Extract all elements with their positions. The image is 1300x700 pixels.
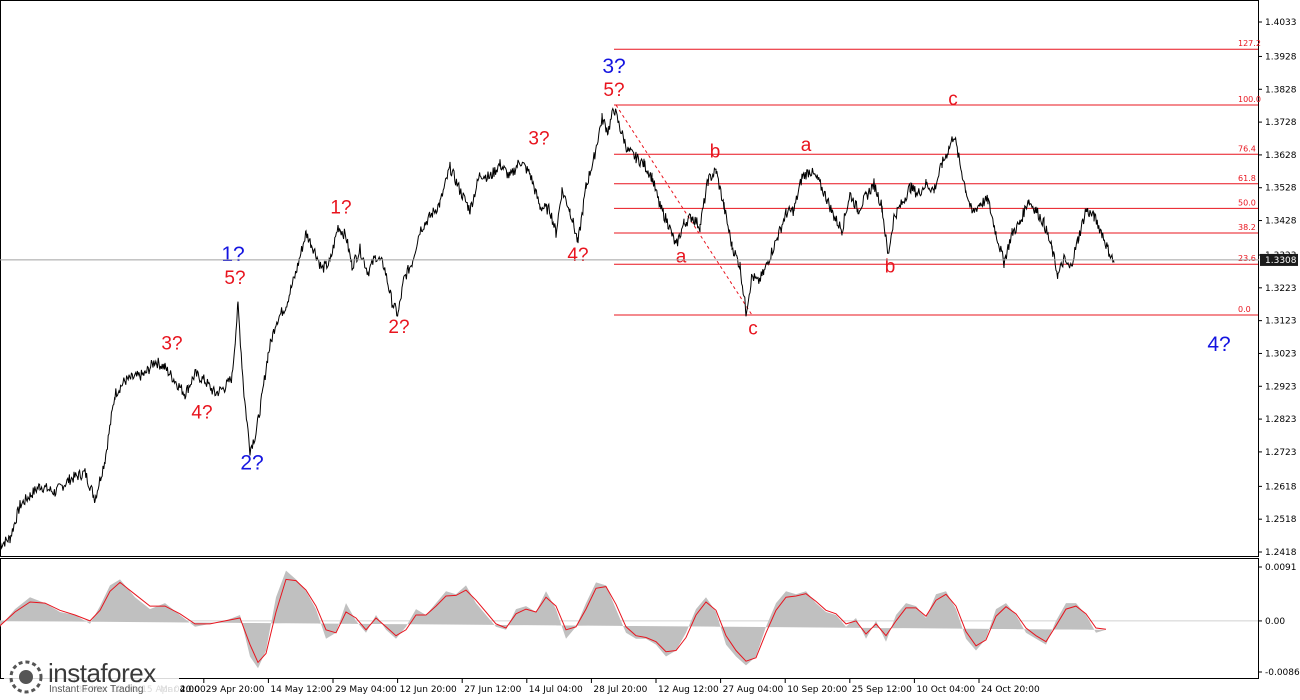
price-axis-label: 1.2723 [1265,448,1297,458]
watermark-brand: instaforex [48,658,156,688]
fib-level-label: 0.0 [1238,305,1251,314]
wave-label: 3? [528,128,549,149]
price-axis[interactable]: 1.4033 1.3928 1.3828 1.3728 1.3628 1.3528 1.34… [1258,18,1297,558]
price-axis-label: 1.4033 [1265,18,1297,28]
current-price-label: 1.3308 [1265,256,1297,266]
wave-label: c [948,89,958,110]
time-axis-label: 10 Sep 20:00 [787,685,847,695]
wave-label: b [885,256,896,277]
wave-label: 5? [224,268,245,289]
wave-label: 4? [567,245,588,266]
oscillator-axis-label: -0.00862 [1265,668,1300,678]
fib-trend-line [615,104,753,316]
time-axis-label: Mar 20:00 [160,685,206,695]
wave-label: 2? [388,317,409,338]
oscillator-series [0,570,1258,669]
main-pane-frame [0,0,1259,557]
fib-level-label: 61.8 [1238,174,1256,183]
price-line [0,107,1115,550]
fib-level-label: 100.0 [1238,95,1261,104]
instaforex-logo-icon [9,660,43,694]
price-axis-label: 1.3728 [1265,118,1297,128]
time-axis-label: 12 Jun 20:00 [400,685,457,695]
wave-label: c [748,319,758,340]
wave-label: 1? [330,197,351,218]
wave-label: 4? [1207,333,1230,356]
current-price-marker: 1.3308 [0,253,1298,266]
fib-level-label: 23.6 [1238,254,1256,263]
oscillator-histogram [0,570,1106,669]
instaforex-watermark: instaforex Instant Forex Trading [4,656,179,698]
wave-label: b [710,142,721,163]
current-price-box [1260,253,1298,266]
wave-label: 3? [602,55,625,78]
wave-label: a [676,247,687,268]
fib-level-label: 50.0 [1238,198,1256,207]
time-axis-label: 27 Jun 12:00 [464,685,521,695]
price-axis-label: 1.3223 [1265,284,1297,294]
price-axis-label: 1.3428 [1265,217,1297,227]
fib-level-label: 127.2 [1238,39,1261,48]
time-axis-label: 28 Jul 20:00 [593,685,647,695]
oscillator-signal-line [0,578,1107,664]
price-axis-label: 1.3023 [1265,349,1297,359]
price-axis-label: 1.2823 [1265,415,1297,425]
fib-level-label: 38.2 [1238,223,1256,232]
price-axis-label: 1.3528 [1265,184,1297,194]
time-axis-label: 25 Sep 12:00 [852,685,912,695]
oscillator-pane-frame [0,558,1259,679]
time-axis-label: 14 Jul 04:00 [529,685,583,695]
time-axis-label: 29 Apr 20:00 [206,685,265,695]
price-axis-label: 1.3828 [1265,85,1297,95]
price-axis-label: 1.3928 [1265,52,1297,62]
time-axis-label: 29 May 04:00 [335,685,397,695]
wave-label: 4? [191,402,212,423]
fibonacci-levels: 127.2 100.0 76.4 61.8 50.0 38.2 23.6 0.0 [614,39,1261,316]
watermark-tagline: Instant Forex Trading [49,684,144,695]
time-axis-label: 24 Oct 20:00 [981,685,1040,695]
time-axis-label: 12 Aug 12:00 [658,685,719,695]
wave-label: 3? [161,334,182,355]
oscillator-axis-label: 0.00 [1265,617,1285,627]
fib-level-label: 76.4 [1238,144,1256,153]
wave-label: 2? [240,451,263,474]
time-axis-label: 27 Aug 04:00 [723,685,784,695]
time-axis-label: 14 May 12:00 [270,685,332,695]
price-axis-label: 1.3123 [1265,317,1297,327]
price-axis-label: 1.2923 [1265,382,1297,392]
oscillator-axis: 0.0091 0.00 -0.00862 [1258,563,1300,678]
wave-label: 1? [221,243,244,266]
price-axis-label: 1.2418 [1265,548,1297,558]
oscillator-axis-label: 0.0091 [1265,563,1297,573]
price-series [0,107,1115,550]
wave-label: a [801,135,812,156]
time-axis-label: 10 Oct 04:00 [916,685,975,695]
price-axis-label: 1.2518 [1265,515,1297,525]
price-axis-label: 1.2618 [1265,482,1297,492]
price-axis-label: 1.3628 [1265,151,1297,161]
wave-label: 5? [603,80,624,101]
